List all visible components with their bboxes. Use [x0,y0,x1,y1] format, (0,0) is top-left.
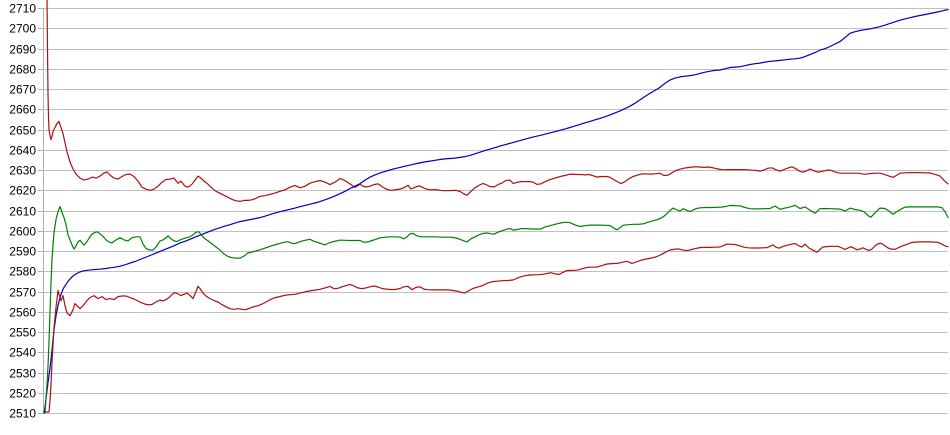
y-tick-label: 2710 [9,2,36,16]
y-tick-label: 2560 [9,306,36,320]
y-tick-label: 2700 [9,22,36,36]
y-tick-label: 2670 [9,83,36,97]
y-tick-label: 2600 [9,225,36,239]
series-upper-red-band [46,0,949,202]
y-tick-label: 2570 [9,286,36,300]
series-lower-red-band [44,241,949,413]
y-tick-label: 2550 [9,326,36,340]
y-tick-label: 2580 [9,265,36,279]
y-tick-label: 2530 [9,367,36,381]
series-green-mid-line [44,204,949,414]
y-tick-label: 2650 [9,124,36,138]
y-tick-label: 2640 [9,144,36,158]
y-tick-label: 2630 [9,164,36,178]
y-tick-label: 2690 [9,43,36,57]
y-tick-label: 2660 [9,103,36,117]
series-blue-trend-line [43,9,949,414]
y-tick-label: 2540 [9,346,36,360]
y-tick-label: 2510 [9,407,36,421]
y-tick-label: 2520 [9,387,36,401]
y-tick-label: 2620 [9,184,36,198]
y-tick-label: 2610 [9,205,36,219]
y-tick-label: 2680 [9,63,36,77]
y-tick-label: 2590 [9,245,36,259]
